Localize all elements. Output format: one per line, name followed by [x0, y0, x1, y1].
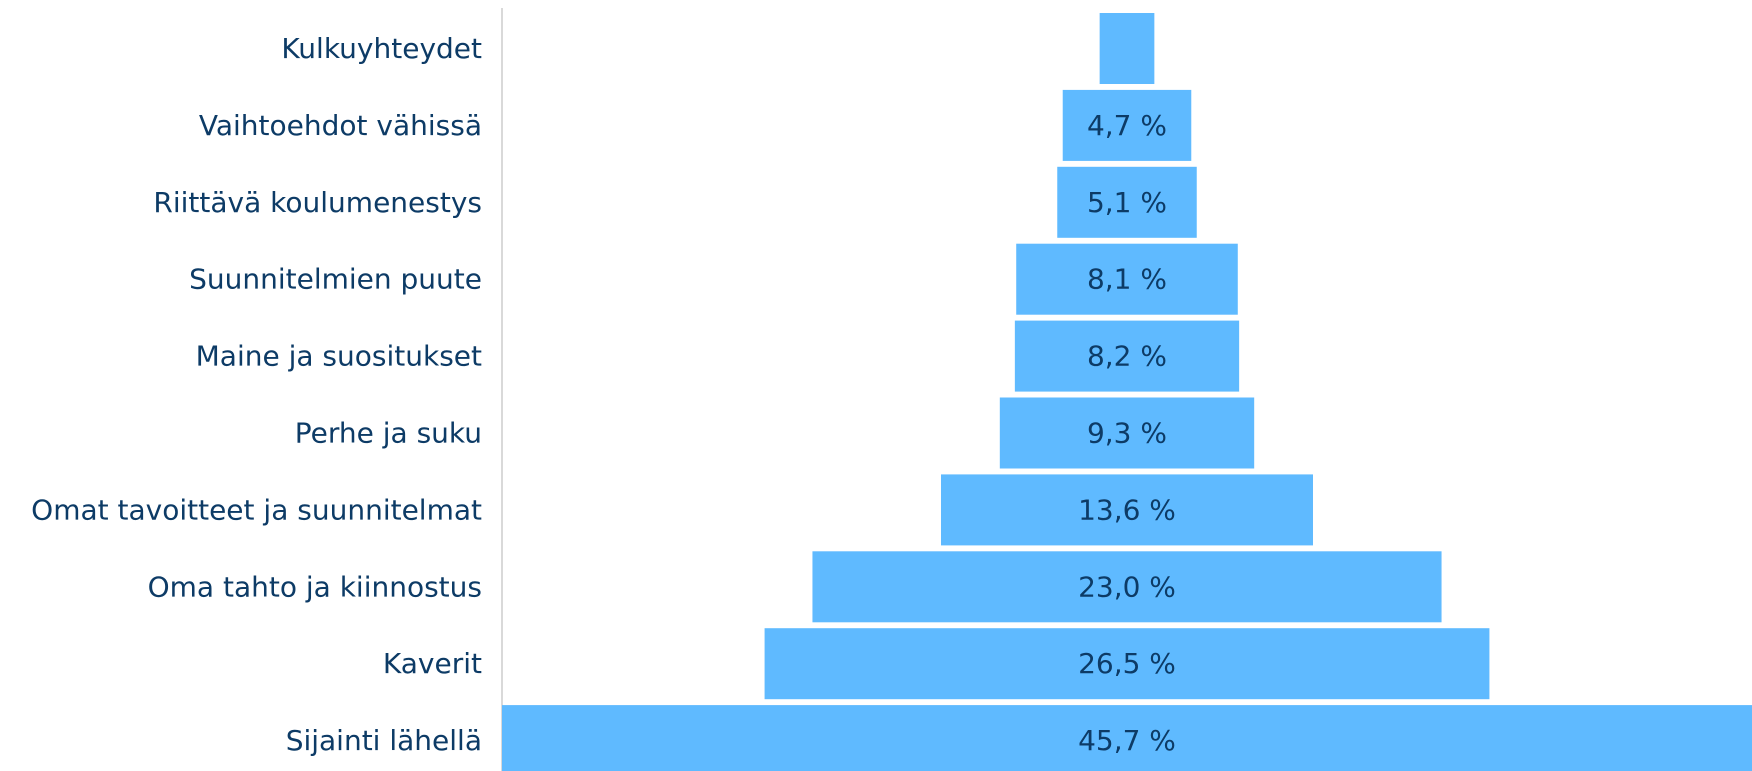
funnel-bar: [502, 705, 1752, 771]
value-labels: 4,7 % 5,1 % 8,1 % 8,2 % 9,3 % 13,6 % 23,0 % 26,…: [1078, 109, 1176, 757]
category-label: Maine ja suositukset: [196, 340, 482, 373]
funnel-bar: [1016, 243, 1238, 315]
funnel-bar: [999, 397, 1255, 469]
category-label: Suunnitelmien puute: [189, 263, 482, 296]
data-label: 4,7 %: [1087, 109, 1167, 142]
data-label: 8,1 %: [1087, 263, 1167, 296]
category-label: Kaverit: [383, 647, 482, 680]
data-label: 45,7 %: [1078, 724, 1176, 757]
data-label: 23,0 %: [1078, 570, 1176, 603]
data-label: 13,6 %: [1078, 493, 1176, 526]
funnel-bar: [1014, 320, 1240, 392]
category-label: Omat tavoitteet ja suunnitelmat: [31, 493, 482, 526]
funnel-bars: [502, 13, 1752, 771]
data-label: 5,1 %: [1087, 186, 1167, 219]
data-label: 8,2 %: [1087, 340, 1167, 373]
funnel-bar: [1099, 13, 1155, 84]
category-label: Perhe ja suku: [295, 417, 482, 450]
funnel-bar: [812, 551, 1442, 623]
data-label: 26,5 %: [1078, 647, 1176, 680]
category-label: Vaihtoehdot vähissä: [199, 109, 482, 142]
funnel-bar: [941, 474, 1313, 546]
category-labels: Kulkuyhteydet Vaihtoehdot vähissä Riittävä…: [31, 32, 482, 757]
category-label: Oma tahto ja kiinnostus: [148, 570, 482, 603]
funnel-bar: [1057, 166, 1197, 238]
data-label: 9,3 %: [1087, 417, 1167, 450]
category-label: Kulkuyhteydet: [281, 32, 482, 65]
funnel-bar: [764, 628, 1490, 700]
category-label: Riittävä koulumenestys: [153, 186, 482, 219]
funnel-bar: [1062, 89, 1192, 161]
category-label: Sijainti lähellä: [286, 724, 482, 757]
